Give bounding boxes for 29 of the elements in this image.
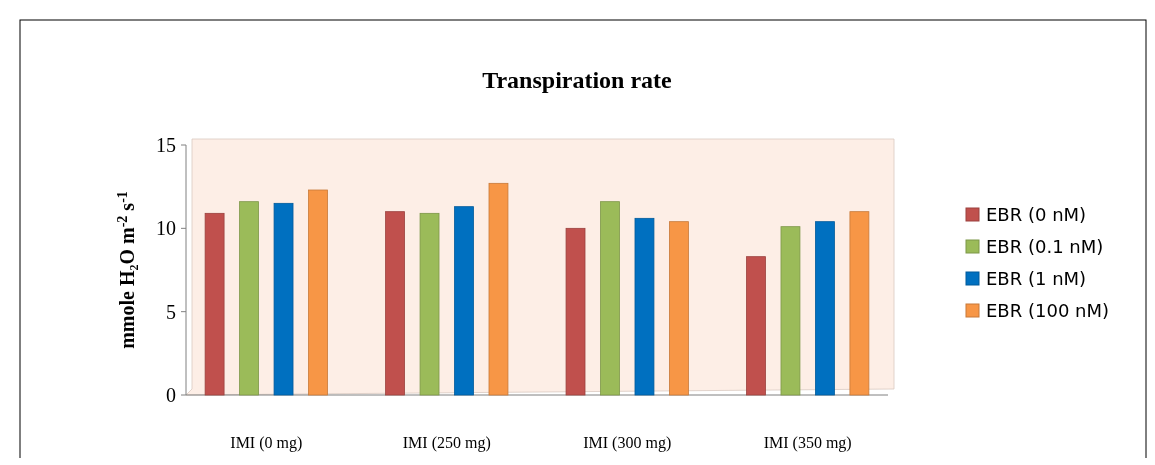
bar <box>454 206 474 396</box>
legend-label: EBR (0.1 nM) <box>986 236 1104 258</box>
bar <box>385 211 405 396</box>
chart-title: Transpiration rate <box>482 67 673 93</box>
bar <box>565 227 586 396</box>
bar <box>273 202 294 396</box>
x-tick-label: IMI (250 mg) <box>402 434 491 452</box>
y-tick-label: 15 <box>156 134 176 156</box>
bar <box>849 211 870 396</box>
bar <box>634 217 655 396</box>
bar <box>308 189 328 396</box>
legend-label: EBR (0 nM) <box>986 204 1087 226</box>
x-tick-label: IMI (350 mg) <box>763 434 852 452</box>
bar <box>669 221 689 396</box>
y-tick-label: 5 <box>166 300 176 323</box>
bar <box>600 201 620 396</box>
legend-label: EBR (100 nM) <box>986 300 1110 322</box>
bar <box>815 221 835 396</box>
legend-label: EBR (1 nM) <box>986 268 1087 290</box>
bar <box>419 212 440 396</box>
y-tick-label: 10 <box>156 217 176 240</box>
bar <box>239 201 259 396</box>
bar <box>204 212 225 396</box>
x-tick-label: IMI (0 mg) <box>230 434 303 452</box>
bar <box>488 182 509 396</box>
bar <box>780 226 801 396</box>
x-tick-label: IMI (300 mg) <box>583 434 672 452</box>
bar <box>746 256 766 396</box>
y-tick-label: 0 <box>166 384 176 406</box>
